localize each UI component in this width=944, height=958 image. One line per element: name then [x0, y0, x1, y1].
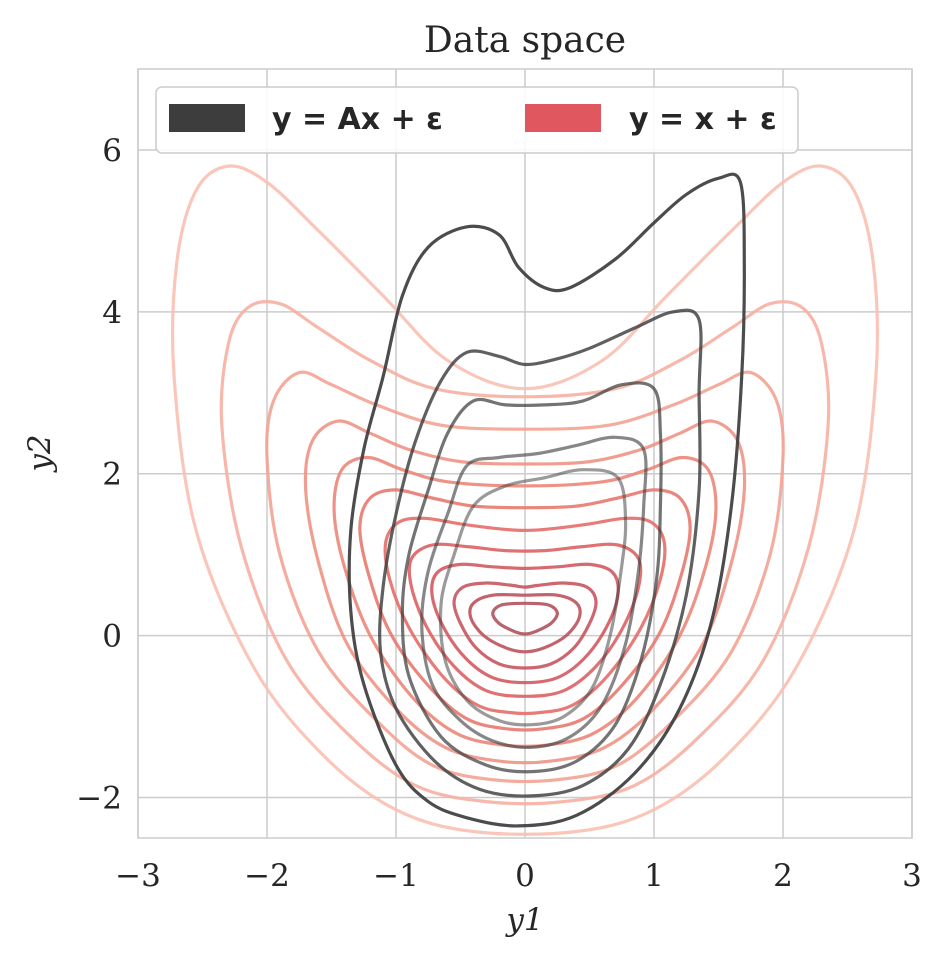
y-tick-labels: −2 0 2 4 6 [76, 133, 122, 817]
x-tick-label: −1 [373, 858, 419, 894]
plot-frame [137, 68, 913, 839]
contour-level-x-1 [219, 300, 831, 806]
y-tick-label: 2 [102, 457, 122, 493]
contour-level-x-9 [452, 581, 598, 670]
y-tick-label: 0 [102, 619, 122, 655]
legend-label-x: y = x + ε [629, 102, 777, 137]
contour-level-ax-1 [378, 308, 703, 798]
contour-level-x-3 [303, 419, 747, 765]
x-tick-labels: −3 −2 −1 0 1 2 3 [115, 858, 922, 894]
x-tick-label: 3 [902, 858, 922, 894]
legend-label-ax: y = Ax + ε [272, 102, 443, 137]
y-axis-label: y2 [22, 434, 58, 473]
x-tick-label: 1 [644, 858, 664, 894]
legend-box [155, 86, 799, 154]
contour-level-ax-0 [347, 172, 746, 828]
legend-swatch-x [525, 104, 601, 132]
y-tick-label: 4 [102, 295, 122, 331]
y-tick-label: 6 [102, 133, 122, 169]
contour-level-x-11 [491, 601, 559, 636]
x-tick-label: −3 [115, 858, 161, 894]
legend-swatch-ax [169, 104, 245, 132]
chart-title: Data space [424, 20, 626, 61]
x-axis-label-base: y1 [504, 902, 543, 938]
x-tick-label: 0 [515, 858, 535, 894]
x-tick-label: 2 [773, 858, 793, 894]
y-tick-label: −2 [76, 781, 122, 817]
contour-level-ax-4 [438, 468, 628, 727]
contour-level-ax-3 [420, 435, 648, 750]
x-axis-label: y1 [504, 902, 543, 938]
contour-level-x-5 [358, 488, 692, 732]
contour-level-x-7 [407, 542, 643, 698]
contour-level-x-8 [430, 562, 620, 685]
y-axis-label-base: y2 [22, 434, 58, 473]
contour-level-ax-2 [400, 381, 663, 774]
contour-level-x-10 [468, 592, 582, 654]
contour-layer [170, 164, 880, 836]
x-tick-label: −2 [244, 858, 290, 894]
legend: y = Ax + ε y = x + ε [155, 86, 799, 154]
